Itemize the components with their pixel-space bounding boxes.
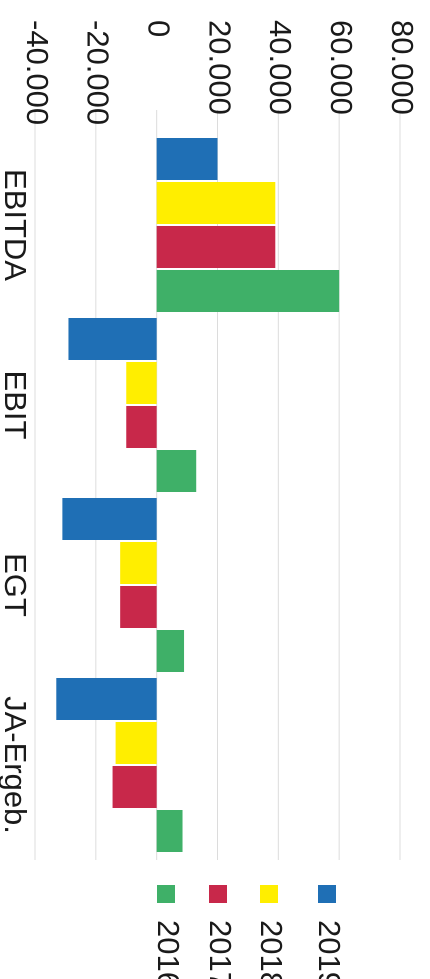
category-label: EBITDA xyxy=(0,169,33,281)
bar-ebit-2016 xyxy=(156,450,197,492)
bar-ebit-2019 xyxy=(68,318,157,360)
legend-swatch-2017 xyxy=(209,885,227,903)
bars xyxy=(56,138,340,852)
bar-ebitda-2017 xyxy=(156,226,276,268)
legend-label: 2017 xyxy=(203,920,238,979)
bar-ja-ergeb--2016 xyxy=(156,810,183,852)
tick-label: -40.000 xyxy=(20,20,55,125)
bar-egt-2018 xyxy=(120,542,157,584)
bar-egt-2016 xyxy=(156,630,185,672)
bar-ebitda-2018 xyxy=(156,182,276,224)
bar-ja-ergeb--2018 xyxy=(115,722,157,764)
category-label: EGT xyxy=(0,553,33,617)
tick-label: -20.000 xyxy=(81,20,116,125)
legend-swatch-2019 xyxy=(318,885,336,903)
bar-ja-ergeb--2019 xyxy=(56,678,157,720)
legend-label: 2018 xyxy=(254,920,289,979)
legend: 2019 2018 2017 2016 xyxy=(151,885,347,979)
value-axis-ticks: -40.000 -20.000 0 20.000 40.000 60.000 80.000 xyxy=(20,20,420,125)
legend-label: 2016 xyxy=(151,920,186,979)
category-axis-labels: EBITDA EBIT EGT JA-Ergeb. xyxy=(0,169,33,834)
bar-ebitda-2019 xyxy=(156,138,218,180)
legend-swatch-2018 xyxy=(260,885,278,903)
bar-ebit-2017 xyxy=(126,406,157,448)
bar-egt-2017 xyxy=(120,586,157,628)
bar-ebitda-2016 xyxy=(156,270,340,312)
bar-ja-ergeb--2017 xyxy=(112,766,157,808)
tick-label: 60.000 xyxy=(324,20,359,115)
tick-label: 20.000 xyxy=(202,20,237,115)
tick-label: 40.000 xyxy=(263,20,298,115)
chart-rotated-group: -40.000 -20.000 0 20.000 40.000 60.000 80.000 … xyxy=(0,20,420,979)
category-label: EBIT xyxy=(0,371,33,440)
legend-label: 2019 xyxy=(312,920,347,979)
tick-label: 80.000 xyxy=(385,20,420,115)
tick-label: 0 xyxy=(141,20,176,37)
bar-egt-2019 xyxy=(62,498,157,540)
bar-ebit-2018 xyxy=(126,362,157,404)
category-label: JA-Ergeb. xyxy=(0,696,33,834)
legend-swatch-2016 xyxy=(157,885,175,903)
